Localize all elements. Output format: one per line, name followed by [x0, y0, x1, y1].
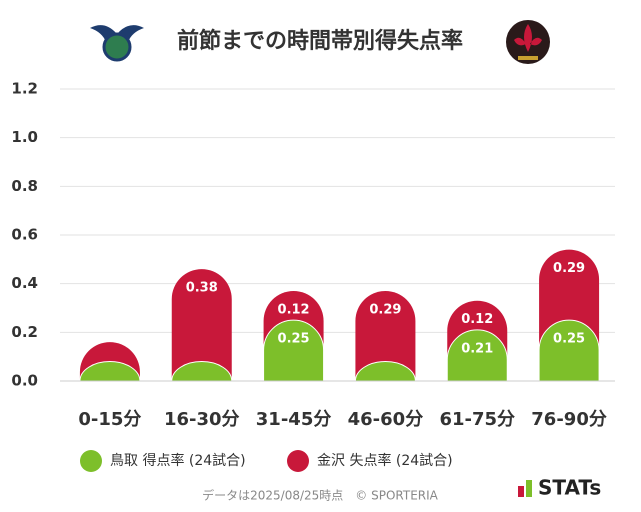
- x-tick-label: 46-60分: [348, 409, 424, 430]
- bar-segment: [355, 290, 416, 381]
- x-tick-label: 61-75分: [439, 409, 515, 430]
- y-tick-label: 0.0: [11, 372, 38, 390]
- bar-segment: [171, 269, 232, 381]
- y-tick-label: 1.0: [11, 128, 38, 146]
- legend-label: 金沢 失点率 (24試合): [317, 452, 453, 469]
- brand-logo: STATs: [518, 476, 601, 500]
- data-label: 0.12: [461, 312, 493, 327]
- y-tick-label: 1.2: [11, 80, 38, 98]
- legend-swatch: [287, 450, 309, 472]
- x-tick-label: 0-15分: [78, 409, 141, 430]
- x-tick-label: 16-30分: [164, 409, 240, 430]
- legend-swatch: [80, 450, 102, 472]
- y-tick-label: 0.8: [11, 177, 38, 195]
- chart-title: 前節までの時間帯別得失点率: [177, 28, 463, 54]
- x-tick-label: 76-90分: [531, 409, 607, 430]
- brand: STATs: [538, 476, 601, 500]
- bar-segment: [79, 361, 141, 382]
- data-label: 0.25: [278, 332, 310, 347]
- home-logo: [90, 25, 144, 62]
- data-label: 0.29: [553, 261, 585, 276]
- x-tick-label: 31-45分: [256, 409, 332, 430]
- data-label: 0.29: [369, 302, 401, 317]
- data-label: 0.38: [186, 281, 218, 296]
- bar-segment: [538, 319, 600, 382]
- bar-segment: [171, 361, 233, 382]
- bar-segment: [354, 361, 416, 382]
- data-label: 0.12: [278, 302, 310, 317]
- bar-segment: [446, 329, 508, 382]
- legend-label: 鳥取 得点率 (24試合): [110, 452, 246, 469]
- y-tick-label: 0.4: [11, 274, 38, 292]
- footnote: データは2025/08/25時点 © SPORTERIA: [202, 488, 439, 503]
- y-tick-label: 0.2: [11, 323, 38, 341]
- data-label: 0.21: [461, 341, 493, 356]
- y-tick-label: 0.6: [11, 226, 38, 244]
- bar-segment: [263, 319, 325, 382]
- data-label: 0.25: [553, 332, 585, 347]
- away-logo: [506, 20, 550, 64]
